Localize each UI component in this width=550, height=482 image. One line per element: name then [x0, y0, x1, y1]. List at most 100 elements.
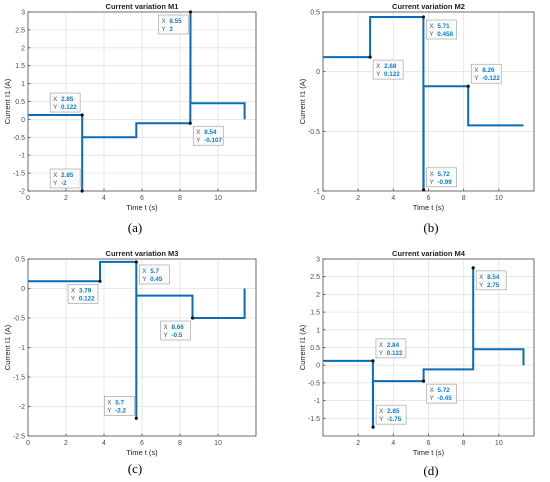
data-tip-y-value: 0.122	[384, 71, 400, 78]
y-tick-label: -2.5	[13, 434, 25, 441]
y-axis-label: Current I1 (A)	[298, 78, 307, 124]
data-tip-y-prefix: Y	[53, 104, 59, 111]
y-tick-label: 1	[21, 81, 25, 88]
data-tip-y-value: 2.75	[487, 282, 500, 289]
data-tip-y-value: 0.45	[150, 276, 163, 283]
data-tip-y-value: -2	[61, 180, 67, 187]
data-tip-x: X 3.79	[71, 287, 92, 294]
data-tip-y-prefix: Y	[142, 276, 148, 283]
data-tip-y: Y 3	[161, 26, 173, 33]
data-tip: X 8.54Y 2.75	[471, 266, 507, 291]
data-tip-x: X 2.68	[376, 63, 397, 70]
data-tip-x-value: 2.85	[61, 172, 74, 179]
data-tip-x-prefix: X	[379, 342, 385, 349]
data-tip-x-prefix: X	[376, 63, 382, 70]
data-tip-x-prefix: X	[479, 274, 485, 281]
data-tip-box	[475, 270, 507, 291]
data-tip-x: X 2.85	[379, 408, 400, 415]
x-axis-label: Time t (s)	[126, 448, 158, 457]
data-tip-y: Y 2.75	[479, 282, 500, 289]
data-tip-y: Y 0.45	[142, 276, 163, 283]
chart-d-caption: (d)	[423, 463, 439, 478]
y-tick-label: 2	[21, 45, 25, 52]
data-tip-y: Y -2	[53, 180, 67, 187]
data-tip-marker	[188, 121, 192, 125]
y-tick-label: -0.5	[13, 316, 25, 323]
data-tip-box	[426, 383, 457, 404]
data-tip-y-prefix: Y	[379, 416, 385, 423]
data-tip-x: X 2.85	[53, 96, 74, 103]
data-tip-x-prefix: X	[107, 399, 113, 406]
data-tip: X 2.85Y -2	[49, 168, 84, 193]
data-tip: X 8.55Y 3	[158, 10, 193, 35]
data-tip-x-prefix: X	[430, 387, 436, 394]
data-tip-marker	[471, 266, 475, 270]
y-tick-label: -2	[19, 404, 25, 411]
data-tip-box	[192, 125, 224, 146]
data-tip-box	[426, 167, 457, 188]
data-tip-y: Y -0.122	[474, 75, 500, 82]
data-tip-box	[375, 338, 407, 359]
y-tick-label: 2	[316, 292, 320, 299]
y-tick-label: -0.5	[308, 129, 320, 136]
data-tip-y-value: 0.122	[79, 295, 95, 302]
data-tip: X 8.26Y -0.122	[466, 63, 502, 88]
data-tip: X 2.85Y 0.122	[49, 92, 84, 117]
data-tip-y-prefix: Y	[479, 282, 485, 289]
y-tick-label: 2.5	[15, 27, 25, 34]
axes-box	[27, 11, 257, 192]
data-tip-y-prefix: Y	[164, 332, 170, 339]
data-tip-y-value: -0.45	[437, 395, 452, 402]
x-tick-label: 0	[321, 195, 325, 202]
data-tip-y: Y 0.122	[379, 350, 403, 357]
data-tip-marker	[134, 260, 138, 264]
data-tip-y: Y -0.107	[196, 137, 222, 144]
chart-c-plot: 0 2 4 6 8 10 -2.5 -2 -1.5 -1 -0.5 0 0.5 Current varia…	[3, 249, 257, 457]
data-tip-x-prefix: X	[53, 96, 59, 103]
x-tick-label: 6	[427, 440, 431, 447]
x-tick-label: 10	[214, 195, 222, 202]
x-tick-label: 8	[462, 440, 466, 447]
y-tick-label: -1	[19, 345, 25, 352]
series-line	[28, 11, 246, 191]
x-tick-label: 10	[495, 440, 503, 447]
data-tip-x-value: 5.7	[150, 268, 159, 275]
data-tip-x: X 8.26	[474, 67, 495, 74]
data-tip-x-value: 2.68	[384, 63, 397, 70]
y-tick-label: 0	[21, 117, 25, 124]
data-tip-y-prefix: Y	[376, 71, 382, 78]
x-tick-label: 4	[391, 195, 395, 202]
chart-a-caption: (a)	[127, 220, 143, 235]
data-tip-y-value: 3	[169, 26, 173, 33]
data-tip-x-prefix: X	[71, 287, 77, 294]
data-tip-marker	[98, 279, 102, 283]
data-tip-x-value: 8.54	[204, 129, 217, 136]
data-tip-marker	[466, 84, 470, 88]
chart-c-caption: (c)	[127, 461, 143, 476]
data-tip-y-prefix: Y	[107, 407, 113, 414]
data-tip-y-prefix: Y	[430, 395, 436, 402]
y-tick-label: 2.5	[310, 274, 320, 281]
data-tip-y: Y -2.2	[107, 407, 126, 414]
data-tip-x-value: 3.79	[79, 287, 92, 294]
data-tip-box	[158, 14, 189, 35]
chart-panel-a: 0 2 4 6 8 10 -2 -1.5 -1 -0.5 0 0.5 1 1.5 2 2.5 3 Current …	[0, 0, 275, 240]
data-tip-box	[160, 320, 191, 341]
data-tip-box	[470, 63, 502, 84]
x-tick-label: 2	[64, 195, 68, 202]
data-tip: X 2.68Y 0.122	[368, 55, 404, 80]
data-tip-x: X 5.7	[142, 268, 159, 275]
y-tick-label: -1.5	[13, 375, 25, 382]
data-tip-y-value: -2.2	[115, 407, 126, 414]
data-tip-marker	[371, 359, 375, 363]
chart-a-plot: 0 2 4 6 8 10 -2 -1.5 -1 -0.5 0 0.5 1 1.5 2 2.5 3 Current …	[3, 2, 257, 212]
x-axis-label: Time t (s)	[413, 448, 445, 457]
y-tick-label: 0.5	[310, 10, 320, 17]
x-tick-label: 0	[26, 195, 30, 202]
data-tip-x: X 8.55	[161, 18, 182, 25]
data-tip-x-value: 2.85	[387, 408, 400, 415]
data-tip-y: Y -1.75	[379, 416, 402, 423]
series-line	[323, 267, 525, 429]
data-tip-box	[426, 19, 457, 40]
y-axis-label: Current I1 (A)	[3, 324, 12, 370]
